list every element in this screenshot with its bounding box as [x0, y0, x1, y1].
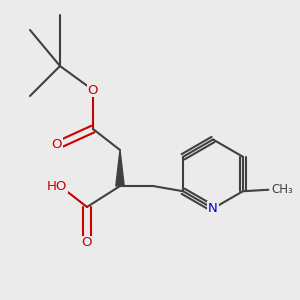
Text: O: O: [82, 236, 92, 250]
Text: HO: HO: [47, 179, 67, 193]
Text: O: O: [52, 137, 62, 151]
Polygon shape: [116, 150, 124, 186]
Text: CH₃: CH₃: [272, 183, 293, 196]
Text: O: O: [88, 83, 98, 97]
Text: N: N: [208, 202, 218, 215]
